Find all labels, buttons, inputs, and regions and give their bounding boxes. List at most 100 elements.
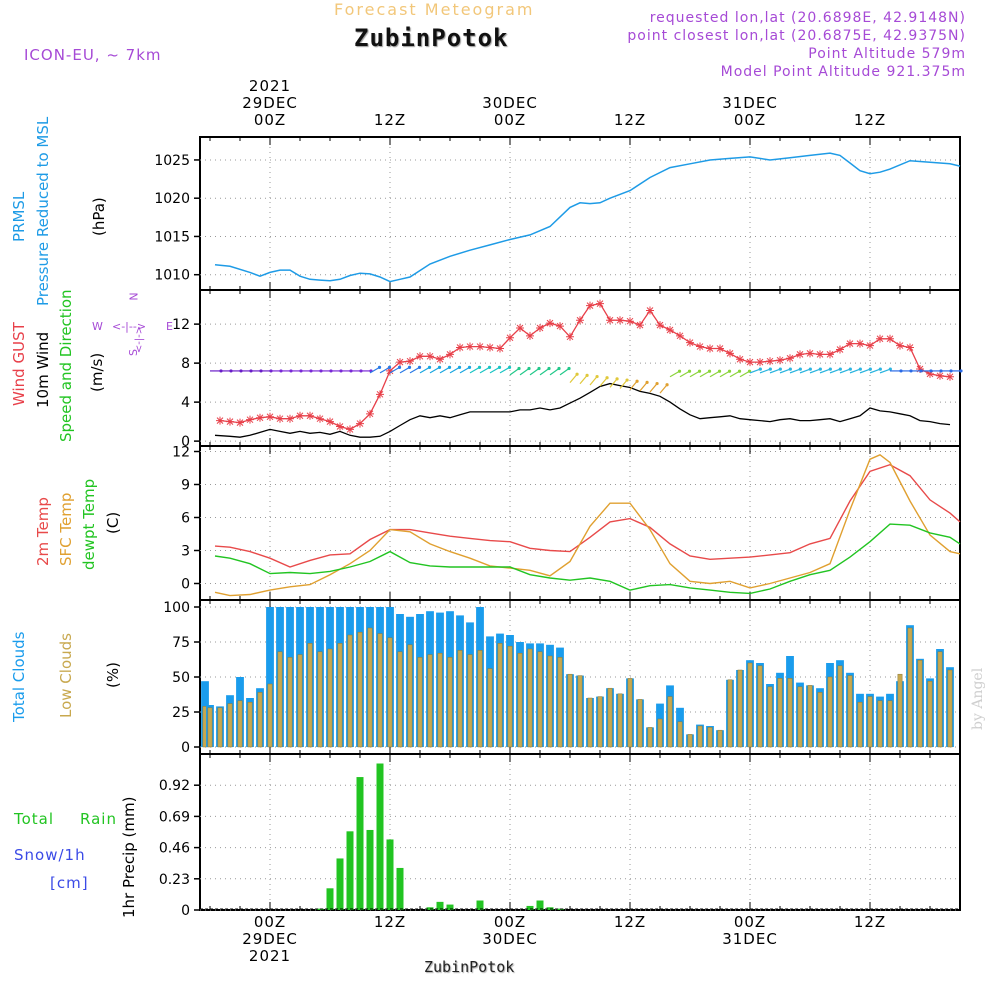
gust-marker — [916, 364, 924, 373]
wind-arrow — [569, 373, 578, 384]
total-cloud-bar — [386, 607, 394, 747]
gust-marker — [766, 357, 774, 366]
total-cloud-bar — [496, 633, 504, 747]
wind-arrow-head — [848, 367, 852, 371]
low-cloud-bar — [587, 697, 593, 748]
low-cloud-bar — [767, 686, 773, 748]
wind-arrow-head — [868, 367, 872, 371]
low-cloud-bar — [317, 651, 323, 748]
snow-unit: [cm] — [50, 874, 89, 892]
wind-arrow-head — [878, 367, 882, 371]
top-time-label: 30DEC 00Z — [470, 78, 550, 129]
gust-marker — [456, 343, 464, 352]
total-cloud-bar — [856, 693, 864, 747]
gust-marker — [586, 301, 594, 310]
low-cloud-bar — [667, 696, 673, 748]
total-cloud-bar — [666, 685, 674, 747]
low-cloud-bar — [927, 680, 933, 748]
dewpt-label: dewpt Temp — [80, 478, 98, 570]
temp2m-line — [214, 463, 961, 568]
wind-arrow — [389, 366, 400, 374]
time-label-line: 00Z — [493, 913, 527, 931]
temp-unit: (C) — [104, 511, 122, 534]
precip-frame — [199, 753, 961, 911]
wind-arrow-head — [838, 367, 842, 371]
time-label-line — [350, 95, 430, 112]
top-time-label: 12Z — [350, 78, 430, 129]
low-cloud-bar — [947, 669, 953, 748]
wind-arrow-head — [517, 366, 521, 371]
wind-arrow-head — [269, 369, 273, 373]
wind-arrow — [709, 370, 720, 378]
low-cloud-bar — [657, 718, 663, 748]
time-label-line — [710, 78, 790, 95]
top-time-label: 31DEC 00Z — [710, 78, 790, 129]
low-cloud-bar — [307, 643, 313, 748]
snow-label: Snow/1h — [14, 846, 86, 864]
total-cloud-bar — [336, 607, 344, 747]
wind-arrow — [419, 366, 430, 374]
rain-bar — [426, 907, 434, 910]
time-label-line — [590, 931, 670, 948]
low-cloud-bar — [907, 627, 913, 748]
rain-bar — [336, 858, 344, 910]
gust-marker — [466, 342, 474, 351]
wind-arrow-head — [798, 367, 802, 371]
gust-marker — [416, 352, 424, 361]
wind-arrow-head — [899, 369, 903, 373]
wind-arrow — [739, 370, 750, 378]
total-cloud-bar — [736, 670, 744, 747]
gust-marker — [746, 358, 754, 367]
gust-marker — [506, 333, 514, 342]
total-cloud-bar — [786, 656, 794, 747]
wind-arrow — [609, 378, 618, 388]
gust-marker — [876, 334, 884, 343]
clouds-frame — [199, 599, 961, 755]
low-cloud-bar — [437, 652, 443, 748]
low-cloud-bar — [447, 657, 453, 748]
wind-panel: 0 4 8 12 — [172, 289, 961, 450]
total-cloud-bar — [276, 607, 284, 747]
low-cloud-bar — [717, 729, 723, 748]
total-cloud-bar — [746, 660, 754, 747]
wind-ytick-label: 0 — [181, 434, 190, 450]
low-cloud-bar — [257, 692, 263, 748]
rain-bar — [476, 900, 484, 910]
gust-marker — [296, 411, 304, 420]
gust-marker — [866, 341, 874, 350]
compass-east: E — [166, 320, 173, 333]
gust-marker — [336, 422, 344, 431]
total-cloud-bar — [526, 643, 534, 747]
clouds-ytick-label: 100 — [163, 600, 190, 616]
gust-marker — [756, 358, 764, 367]
wind-arrow-head — [219, 369, 223, 373]
wind-direction-label: Speed and Direction — [57, 289, 75, 442]
gust-marker — [636, 321, 644, 330]
wind-arrow-head — [457, 365, 462, 369]
time-label-line — [350, 948, 430, 965]
wind-arrow-head — [635, 379, 639, 383]
total-cloud-bar — [926, 678, 934, 747]
temperature-ytick-label: 9 — [181, 478, 190, 494]
wind-arrow — [839, 368, 851, 374]
gust-marker — [366, 409, 374, 418]
gust-marker — [536, 324, 544, 333]
low-cloud-bar — [807, 685, 813, 748]
total-cloud-bar — [206, 705, 214, 747]
wind-arrow-head — [377, 365, 382, 369]
wind-arrow-head — [697, 369, 702, 373]
time-label-line — [350, 78, 430, 95]
compass-north: N — [127, 292, 141, 301]
low-cloud-bar — [547, 655, 553, 748]
gust-marker — [816, 350, 824, 359]
clouds-ytick-label: 25 — [172, 705, 190, 721]
wind-arrow-head — [808, 367, 812, 371]
pressure-line — [214, 152, 961, 283]
low-cloud-bar — [207, 707, 213, 748]
low-cloud-bar — [607, 687, 613, 748]
time-label-line — [350, 931, 430, 948]
temperature-ytick-label: 6 — [181, 511, 190, 527]
gust-marker — [856, 339, 864, 348]
wind-arrow-head — [477, 365, 482, 369]
